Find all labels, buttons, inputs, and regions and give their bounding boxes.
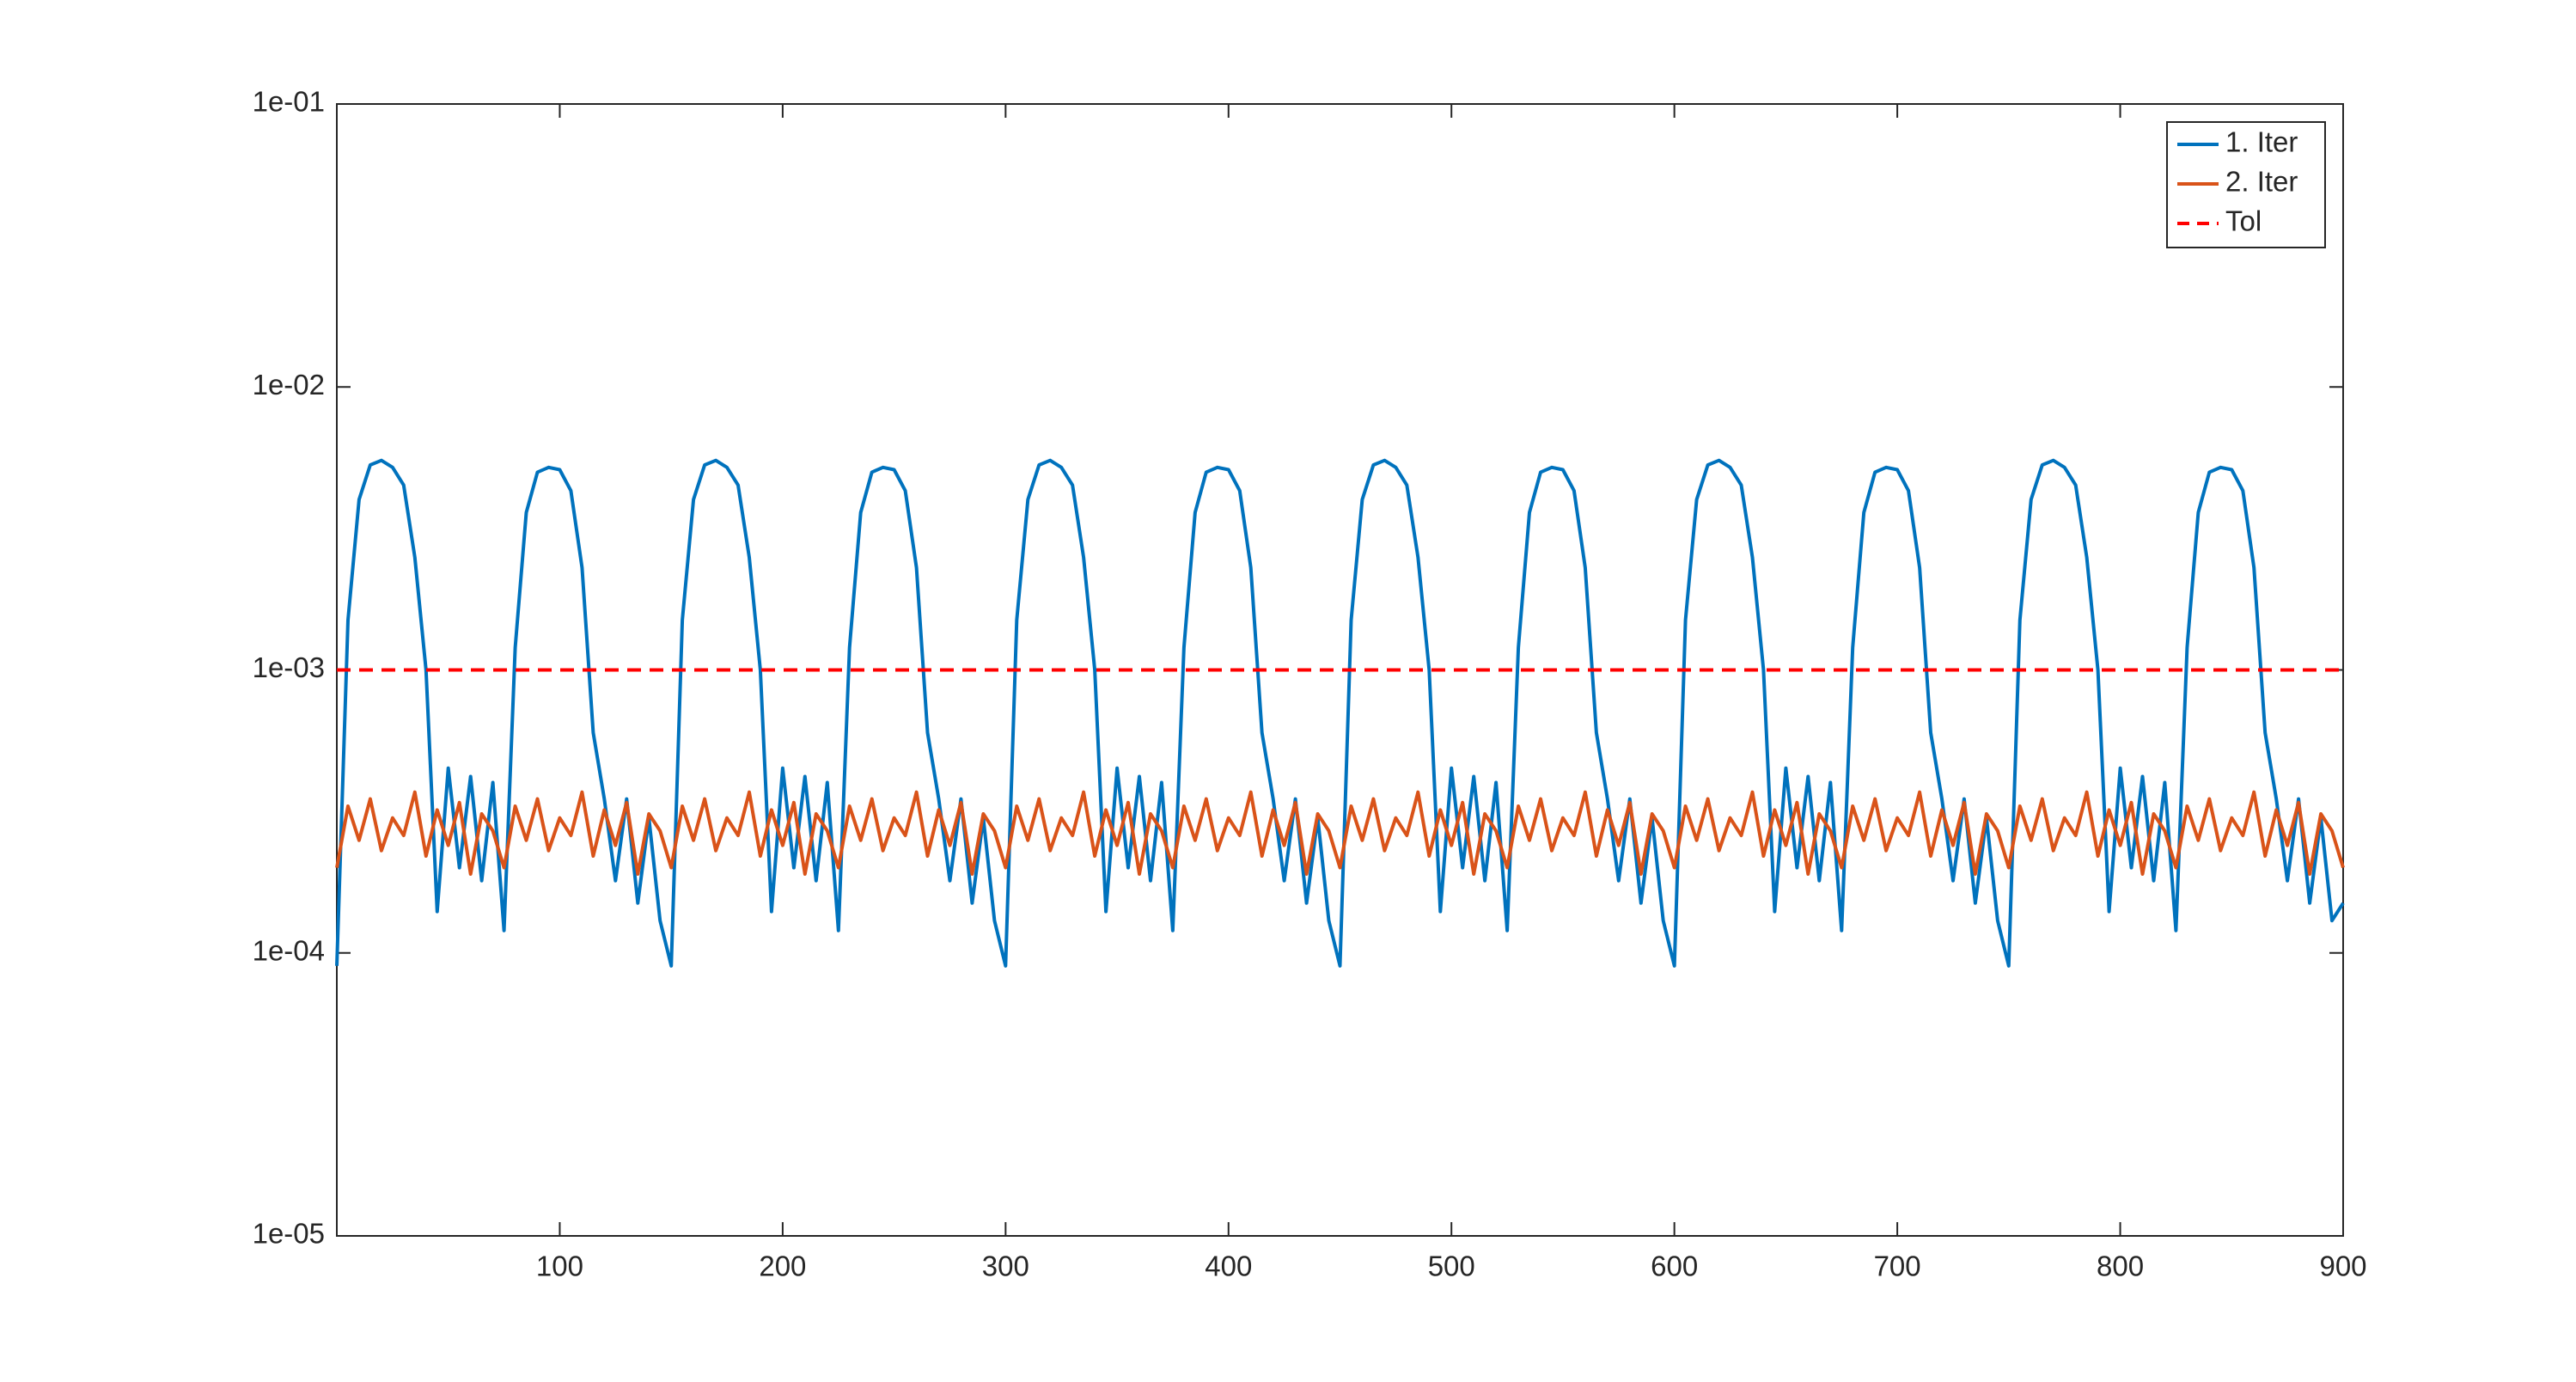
x-tick-label: 900 (2319, 1251, 2366, 1282)
x-tick-label: 200 (759, 1251, 806, 1282)
y-tick-label: 1e-04 (253, 934, 325, 966)
y-tick-label: 1e-01 (253, 86, 325, 118)
series-line (335, 790, 2345, 876)
x-tick-label: 100 (536, 1251, 583, 1282)
y-tick-label: 1e-02 (253, 369, 325, 401)
x-tick-label: 400 (1205, 1251, 1252, 1282)
x-tick-label: 300 (982, 1251, 1029, 1282)
legend-label: 1. Iter (2225, 126, 2298, 158)
x-tick-label: 600 (1651, 1251, 1698, 1282)
x-tick-label: 800 (2097, 1251, 2144, 1282)
legend-label: 2. Iter (2225, 166, 2298, 198)
x-tick-label: 700 (1874, 1251, 1921, 1282)
y-tick-label: 1e-05 (253, 1218, 325, 1250)
plot-area (336, 103, 2344, 1237)
legend-label: Tol (2225, 205, 2262, 237)
x-tick-label: 500 (1428, 1251, 1475, 1282)
y-tick-label: 1e-03 (253, 651, 325, 683)
series-line (335, 458, 2345, 968)
